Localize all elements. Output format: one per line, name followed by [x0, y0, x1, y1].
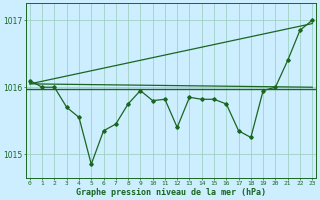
X-axis label: Graphe pression niveau de la mer (hPa): Graphe pression niveau de la mer (hPa) — [76, 188, 266, 197]
